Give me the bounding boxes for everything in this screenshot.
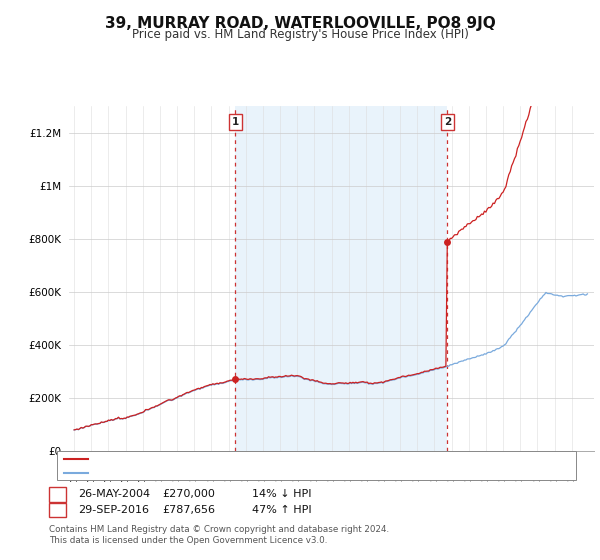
Text: 47% ↑ HPI: 47% ↑ HPI	[252, 505, 311, 515]
Text: 1: 1	[54, 489, 61, 499]
Text: 26-MAY-2004: 26-MAY-2004	[78, 489, 150, 499]
Text: 39, MURRAY ROAD, WATERLOOVILLE, PO8 9JQ (detached house): 39, MURRAY ROAD, WATERLOOVILLE, PO8 9JQ …	[92, 454, 404, 464]
Bar	[235, 106, 448, 451]
Text: Price paid vs. HM Land Registry's House Price Index (HPI): Price paid vs. HM Land Registry's House …	[131, 28, 469, 41]
Text: 2: 2	[54, 505, 61, 515]
Text: HPI: Average price, detached house, East Hampshire: HPI: Average price, detached house, East…	[92, 468, 350, 478]
Text: Contains HM Land Registry data © Crown copyright and database right 2024.
This d: Contains HM Land Registry data © Crown c…	[49, 525, 389, 545]
Text: £270,000: £270,000	[162, 489, 215, 499]
Text: 29-SEP-2016: 29-SEP-2016	[78, 505, 149, 515]
Text: 39, MURRAY ROAD, WATERLOOVILLE, PO8 9JQ: 39, MURRAY ROAD, WATERLOOVILLE, PO8 9JQ	[104, 16, 496, 31]
Text: 14% ↓ HPI: 14% ↓ HPI	[252, 489, 311, 499]
Text: 2: 2	[443, 117, 451, 127]
Text: 1: 1	[232, 117, 239, 127]
Text: £787,656: £787,656	[162, 505, 215, 515]
